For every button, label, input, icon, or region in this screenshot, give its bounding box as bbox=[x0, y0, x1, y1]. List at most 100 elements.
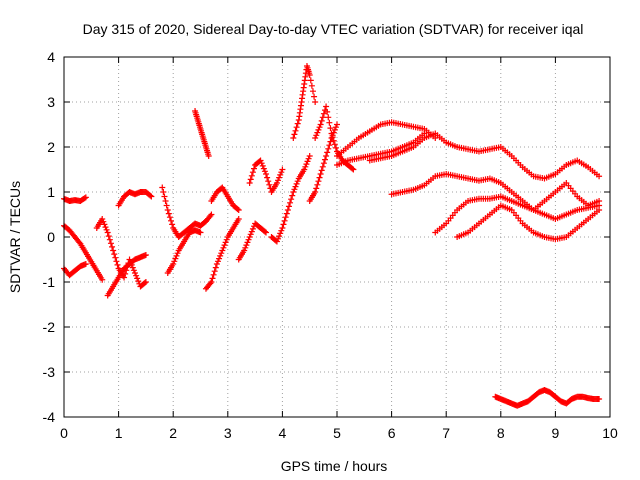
data-point bbox=[246, 234, 253, 240]
y-tick-label: 3 bbox=[47, 94, 55, 110]
data-point bbox=[293, 124, 300, 131]
data-point bbox=[330, 137, 337, 144]
data-point bbox=[81, 195, 88, 202]
data-point bbox=[251, 165, 258, 172]
data-point bbox=[294, 120, 301, 127]
x-tick-label: 3 bbox=[224, 425, 232, 441]
data-point bbox=[163, 202, 170, 209]
data-point bbox=[245, 236, 252, 243]
data-point bbox=[312, 99, 319, 105]
data-point bbox=[104, 229, 111, 236]
x-tick-label: 5 bbox=[333, 425, 341, 441]
data-point bbox=[316, 174, 323, 181]
data-point bbox=[275, 177, 282, 184]
data-point bbox=[219, 247, 226, 254]
data-point bbox=[205, 153, 212, 159]
data-point bbox=[301, 166, 308, 173]
data-point bbox=[318, 167, 325, 174]
data-point bbox=[103, 226, 110, 233]
data-points bbox=[61, 63, 603, 409]
data-point bbox=[291, 186, 298, 193]
data-point bbox=[107, 240, 114, 247]
data-point bbox=[129, 264, 136, 271]
data-point bbox=[171, 258, 178, 265]
data-point bbox=[223, 236, 230, 243]
data-point bbox=[303, 161, 310, 168]
data-point bbox=[309, 88, 316, 95]
data-point bbox=[314, 129, 321, 136]
data-point bbox=[222, 239, 229, 246]
data-point bbox=[173, 252, 180, 259]
data-point bbox=[263, 229, 270, 236]
data-point bbox=[312, 135, 319, 141]
data-point bbox=[112, 254, 119, 261]
data-point bbox=[242, 244, 249, 251]
data-point bbox=[276, 233, 283, 240]
x-tick-label: 0 bbox=[60, 425, 68, 441]
data-point bbox=[323, 153, 330, 159]
data-point bbox=[332, 144, 339, 151]
data-point bbox=[111, 251, 118, 258]
data-point bbox=[287, 199, 294, 206]
data-point bbox=[304, 158, 311, 165]
data-point bbox=[275, 235, 282, 242]
data-point bbox=[165, 210, 172, 217]
x-tick-labels: 0 1 2 3 4 5 6 7 8 9 10 bbox=[60, 425, 618, 441]
data-point bbox=[329, 134, 336, 141]
x-tick-label: 8 bbox=[497, 425, 505, 441]
data-point bbox=[100, 218, 107, 225]
data-point bbox=[160, 189, 167, 195]
data-point bbox=[315, 126, 322, 133]
data-point bbox=[323, 103, 330, 110]
data-point bbox=[82, 261, 89, 267]
data-point bbox=[350, 166, 357, 173]
data-point bbox=[277, 171, 284, 178]
data-point bbox=[324, 149, 331, 156]
data-point bbox=[319, 114, 326, 121]
data-point bbox=[325, 114, 332, 121]
data-point bbox=[317, 171, 324, 177]
y-tick-label: -2 bbox=[43, 319, 56, 335]
data-point bbox=[76, 239, 83, 246]
data-point bbox=[135, 278, 142, 285]
data-point bbox=[277, 230, 284, 237]
data-point bbox=[293, 180, 300, 187]
data-point bbox=[147, 192, 154, 199]
data-point bbox=[316, 124, 323, 131]
data-point bbox=[334, 121, 340, 128]
data-point bbox=[247, 176, 254, 183]
x-tick-label: 7 bbox=[442, 425, 450, 441]
data-point bbox=[197, 229, 204, 236]
data-point bbox=[235, 216, 242, 222]
data-point bbox=[283, 210, 290, 217]
data-point bbox=[220, 244, 227, 251]
data-point bbox=[133, 272, 140, 279]
data-point bbox=[292, 183, 299, 190]
data-point bbox=[130, 267, 137, 274]
data-point bbox=[142, 252, 149, 258]
data-point bbox=[162, 198, 169, 204]
data-point bbox=[294, 178, 301, 185]
data-point bbox=[105, 233, 112, 240]
data-point bbox=[278, 227, 285, 234]
data-point bbox=[308, 82, 315, 89]
data-point bbox=[306, 153, 313, 159]
data-point bbox=[159, 184, 166, 191]
data-point bbox=[169, 221, 176, 228]
y-tick-labels: -4 -3 -2 -1 0 1 2 3 4 bbox=[43, 49, 56, 425]
data-point bbox=[221, 242, 228, 249]
data-point bbox=[141, 279, 148, 286]
data-point bbox=[317, 121, 324, 128]
data-point bbox=[217, 252, 224, 259]
x-tick-label: 10 bbox=[602, 425, 618, 441]
data-point bbox=[326, 119, 333, 126]
data-point bbox=[249, 169, 256, 176]
data-point bbox=[248, 172, 255, 179]
data-point bbox=[307, 77, 314, 84]
x-tick-label: 4 bbox=[279, 425, 287, 441]
x-axis-label: GPS time / hours bbox=[281, 458, 388, 474]
data-point bbox=[292, 127, 299, 134]
data-point bbox=[596, 173, 603, 180]
data-point bbox=[332, 124, 339, 131]
